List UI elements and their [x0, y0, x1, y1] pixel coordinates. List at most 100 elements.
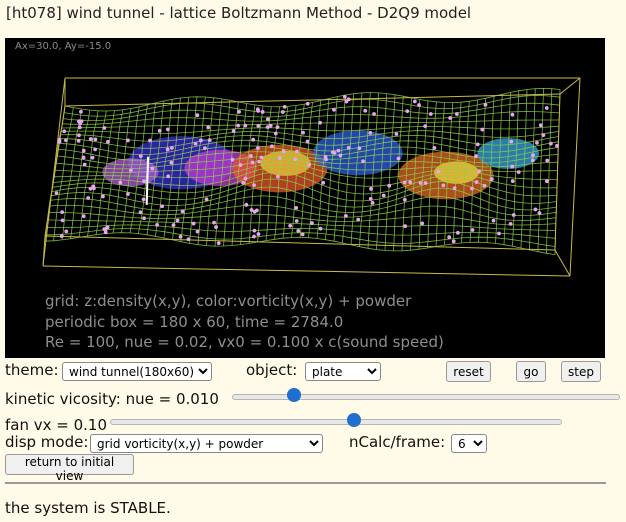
go-button[interactable]: go	[516, 361, 546, 382]
powder-particle	[510, 112, 515, 117]
powder-particle	[79, 109, 83, 114]
powder-particle	[296, 228, 301, 233]
return-initial-view-button[interactable]: return to initial view	[5, 454, 134, 483]
powder-particle	[204, 197, 209, 202]
powder-particle	[257, 159, 261, 164]
grid-line	[478, 98, 487, 243]
powder-particle	[157, 128, 162, 133]
page-title: [ht078] wind tunnel - lattice Boltzmann …	[6, 4, 472, 22]
grid-line	[342, 93, 355, 244]
powder-particle	[142, 179, 146, 184]
powder-particle	[448, 116, 453, 120]
grid-line	[78, 110, 99, 238]
fan-vx-slider-thumb[interactable]	[347, 413, 362, 427]
powder-particle	[530, 158, 535, 163]
powder-particle	[142, 216, 146, 221]
box-edge	[569, 77, 581, 277]
powder-particle	[238, 163, 243, 167]
powder-particle	[294, 219, 299, 223]
powder-particle	[412, 99, 417, 104]
powder-particle	[273, 131, 278, 136]
powder-particle	[79, 119, 84, 124]
powder-particle	[408, 180, 413, 185]
box-edge	[64, 93, 561, 107]
powder-particle	[447, 235, 452, 240]
grid-line	[503, 92, 511, 245]
powder-particle	[555, 143, 559, 148]
powder-particle	[509, 139, 514, 144]
simulation-canvas[interactable]	[5, 38, 605, 358]
theme-select[interactable]: wind tunnel(180x60)	[62, 362, 212, 381]
grid-line	[333, 94, 346, 242]
powder-particle	[236, 123, 241, 128]
powder-particle	[126, 192, 130, 196]
grid-line	[418, 100, 429, 250]
powder-particle	[241, 181, 246, 185]
powder-particle	[77, 133, 81, 138]
viscosity-slider-thumb[interactable]	[287, 388, 302, 402]
powder-particle	[252, 234, 256, 239]
powder-particle	[356, 217, 361, 222]
powder-particle	[166, 174, 171, 179]
powder-particle	[531, 153, 535, 158]
reset-button[interactable]: reset	[446, 361, 491, 382]
powder-particle	[318, 120, 322, 125]
grid-line	[146, 100, 165, 235]
viscosity-slider-track[interactable]	[232, 394, 620, 400]
powder-particle	[93, 137, 98, 142]
powder-particle	[538, 123, 543, 128]
fan-vx-slider[interactable]	[110, 413, 562, 429]
powder-particle	[432, 146, 437, 150]
powder-particle	[90, 155, 95, 160]
powder-particle	[510, 179, 515, 183]
powder-particle	[265, 125, 270, 130]
viscosity-label: kinetic vicosity: nue = 0.010	[5, 390, 219, 408]
grid-line	[393, 96, 404, 251]
disp-mode-select[interactable]: grid vorticity(x,y) + powder	[90, 434, 323, 453]
powder-particle	[243, 176, 248, 181]
powder-particle	[428, 112, 433, 116]
powder-particle	[318, 226, 323, 231]
simulation-view[interactable]: Ax=30.0, Ay=-15.0 grid: z:density(x,y), …	[5, 38, 605, 358]
powder-particle	[277, 156, 282, 160]
step-button[interactable]: step	[561, 361, 601, 382]
grid-line	[469, 99, 478, 243]
grid-line	[495, 94, 503, 244]
powder-particle	[256, 109, 261, 113]
grid-line	[248, 105, 264, 244]
grid-line	[299, 102, 313, 238]
grid-line	[257, 106, 272, 243]
powder-particle	[533, 207, 538, 212]
grid-line	[376, 93, 388, 250]
powder-particle	[214, 225, 218, 229]
powder-particle	[237, 109, 241, 114]
fan-vx-slider-track[interactable]	[110, 419, 562, 425]
powder-particle	[423, 124, 428, 129]
powder-particle	[207, 138, 212, 143]
powder-particle	[252, 183, 256, 187]
powder-particle	[417, 103, 421, 107]
powder-particle	[497, 231, 501, 236]
powder-particle	[344, 213, 348, 218]
powder-particle	[250, 160, 255, 165]
box-edge	[44, 235, 556, 251]
powder-particle	[193, 141, 198, 146]
powder-particle	[64, 138, 68, 143]
powder-particle	[251, 137, 256, 142]
powder-particle	[76, 119, 81, 124]
powder-particle	[346, 145, 351, 150]
powder-particle	[470, 228, 475, 232]
viscosity-slider[interactable]	[232, 388, 620, 404]
powder-particle	[195, 229, 200, 234]
object-select[interactable]: plate	[305, 362, 381, 381]
powder-particle	[91, 184, 96, 189]
powder-particle	[483, 102, 488, 107]
powder-particle	[244, 202, 249, 207]
powder-particle	[470, 186, 474, 191]
powder-particle	[357, 146, 362, 151]
grid-line	[104, 109, 124, 234]
powder-particle	[342, 94, 347, 99]
powder-particle	[82, 162, 87, 167]
ncalc-select[interactable]: 6	[451, 434, 487, 453]
powder-particle	[544, 106, 549, 110]
